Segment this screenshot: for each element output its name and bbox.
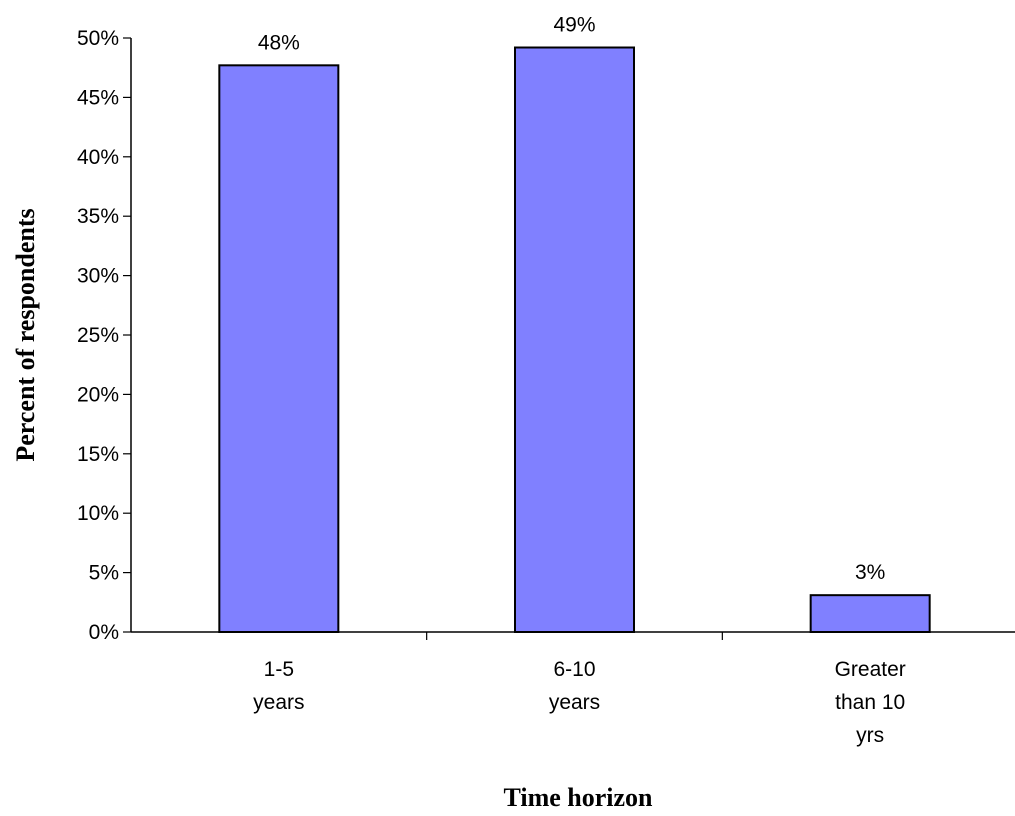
bar <box>809 594 931 633</box>
x-tick-label: 6-10 <box>553 658 595 681</box>
x-tick-label: Greater <box>835 658 906 681</box>
y-tick-label: 45% <box>77 86 119 109</box>
y-tick-label: 15% <box>77 443 119 466</box>
y-tick-label: 10% <box>77 502 119 525</box>
x-tick-label: years <box>253 691 304 714</box>
x-tick-label: 1-5 <box>264 658 294 681</box>
x-tick-label: years <box>549 691 600 714</box>
y-tick-label: 20% <box>77 383 119 406</box>
x-tick-label: than 10 <box>835 691 905 714</box>
y-tick-label: 0% <box>89 621 119 644</box>
data-label: 3% <box>855 561 885 584</box>
x-axis-ticks: 1-5 years 6-10 years Greater than 10 yrs <box>253 632 906 747</box>
x-axis-title: Time horizon <box>503 783 653 812</box>
y-tick-label: 50% <box>77 27 119 50</box>
x-tick-label: yrs <box>856 724 884 747</box>
data-label: 48% <box>258 31 300 54</box>
y-tick-label: 5% <box>89 562 119 585</box>
y-tick-label: 25% <box>77 324 119 347</box>
bars: 48% 49% 3% <box>218 14 931 634</box>
y-tick-label: 40% <box>77 146 119 169</box>
y-tick-label: 35% <box>77 205 119 228</box>
y-axis-title: Percent of respondents <box>11 208 40 461</box>
y-axis-ticks: 0% 5% 10% 15% 20% 25% 30% 35% 40% 45% 50% <box>77 27 131 644</box>
bar <box>514 46 635 633</box>
data-label: 49% <box>553 14 595 37</box>
y-tick-label: 30% <box>77 265 119 288</box>
bar <box>218 64 340 634</box>
